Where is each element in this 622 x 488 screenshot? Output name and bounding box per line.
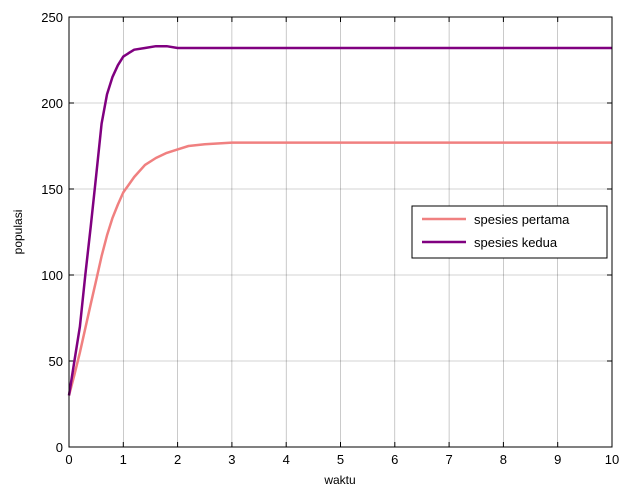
y-tick-label: 0: [56, 440, 63, 455]
x-tick-label: 10: [605, 452, 619, 467]
x-tick-label: 2: [174, 452, 181, 467]
x-tick-label: 9: [554, 452, 561, 467]
series-line-spesies-pertama: [67, 141, 612, 396]
y-tick-label: 100: [41, 268, 63, 283]
series-lines: [67, 44, 612, 396]
x-tick-label: 8: [500, 452, 507, 467]
legend-box: [411, 205, 608, 259]
x-tick-label: 3: [228, 452, 235, 467]
legend: spesies pertama spesies kedua: [411, 205, 608, 259]
y-tick-label: 250: [41, 10, 63, 25]
x-tick-label: 7: [445, 452, 452, 467]
x-tick-label: 5: [337, 452, 344, 467]
y-tick-label: 50: [49, 354, 63, 369]
x-tick-label: 4: [283, 452, 290, 467]
x-tick-label: 0: [65, 452, 72, 467]
x-axis-label: waktu: [323, 473, 355, 487]
y-axis-label: populasi: [11, 210, 25, 255]
x-tick-label: 1: [120, 452, 127, 467]
series-line-spesies-kedua: [67, 44, 612, 396]
legend-label-spesies-kedua: spesies kedua: [474, 235, 558, 250]
legend-label-spesies-pertama: spesies pertama: [474, 212, 570, 227]
x-tick-label: 6: [391, 452, 398, 467]
y-tick-label: 200: [41, 96, 63, 111]
y-tick-label: 150: [41, 182, 63, 197]
plot-border: [68, 16, 613, 448]
